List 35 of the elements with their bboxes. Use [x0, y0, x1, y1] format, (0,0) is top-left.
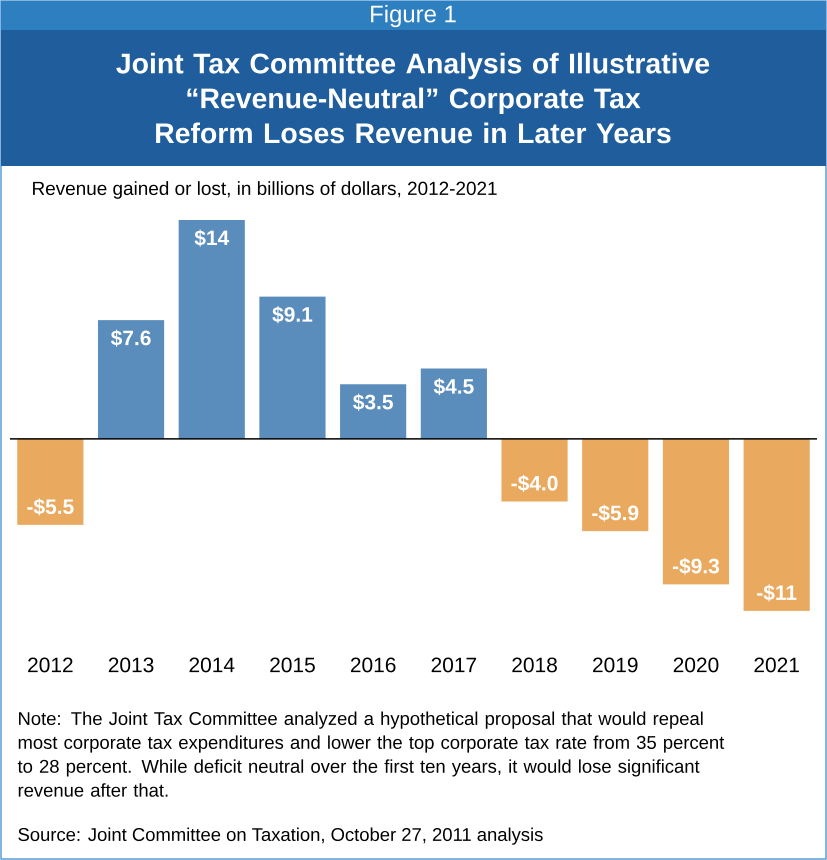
data-label: $3.5	[353, 394, 393, 411]
bar	[662, 438, 730, 584]
bar	[582, 438, 648, 532]
bar	[259, 296, 326, 439]
bar	[420, 368, 487, 439]
x-tick-label: 2015	[270, 658, 315, 672]
x-tick-label: 2016	[350, 658, 396, 672]
data-label: -$11	[757, 584, 796, 602]
x-tick-label: 2012	[28, 658, 73, 672]
caption: Figure 1	[371, 4, 456, 28]
data-label: $4.5	[434, 378, 474, 396]
data-label: -$5.5	[27, 498, 74, 516]
chart-subtitle: Revenue gained or lost, in billions of dollars, 2012-2021	[33, 181, 497, 199]
x-tick-label: 2021	[754, 658, 799, 672]
x-tick-label: 2019	[593, 658, 638, 672]
x-tick-label: 2018	[512, 658, 557, 672]
x-tick-label: 2017	[432, 658, 476, 672]
chart-title: Joint Tax Committee Analysis of Illustrative “Revenue-Neutral” Corporate Tax Reform Loses Revenue in Later Years	[116, 52, 710, 144]
data-label: $14	[194, 230, 230, 247]
data-label: -$9.3	[672, 558, 720, 575]
data-label: -$5.9	[592, 504, 638, 522]
x-tick-label: 2013	[108, 658, 154, 672]
bar	[17, 438, 84, 525]
bar	[744, 438, 810, 611]
x-tick-label: 2020	[674, 658, 718, 672]
bar	[340, 384, 406, 439]
data-label: $9.1	[272, 306, 312, 324]
text: Note: The Joint Tax Committee analyzed a hypothetical proposal that would repeal most corporate tax expenditures and lower the top corporate tax rate from 35 percent to 28 percent. While deficit neutral over the first ten years, it would lose significant revenue after that.	[18, 712, 724, 797]
bar	[178, 220, 245, 439]
bar	[501, 438, 568, 502]
source-note: Source: Joint Committee on Taxation, October 27, 2011 analysis	[18, 828, 543, 845]
data-label: -$4.0	[512, 474, 558, 492]
x-tick-label: 2014	[190, 658, 234, 672]
data-label: $7.6	[110, 330, 151, 347]
bar	[98, 320, 164, 439]
